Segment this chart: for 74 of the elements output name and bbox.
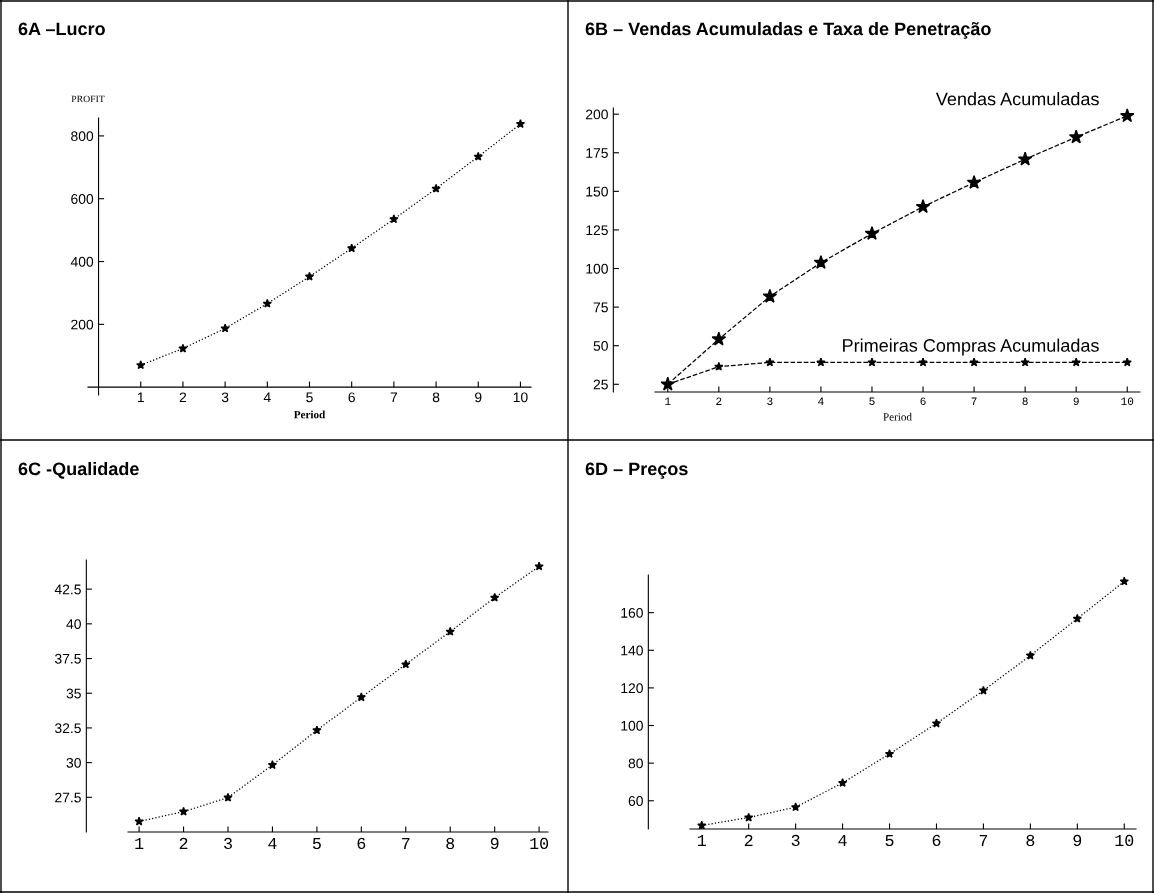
x-tick-label: 2 — [179, 392, 187, 403]
x-tick-label: 10 — [1115, 834, 1134, 847]
x-tick-label: 6 — [348, 392, 355, 403]
x-tick-label: 1 — [665, 397, 671, 405]
y-tick-label: 800 — [71, 131, 94, 142]
x-axis-title: Period — [293, 410, 326, 419]
y-tick-label: 80 — [628, 758, 643, 769]
x-tick-label: 10 — [1121, 397, 1134, 406]
y-tick-label: 75 — [593, 302, 608, 313]
y-tick-label: 32.5 — [54, 723, 81, 734]
y-tick-label: 60 — [628, 796, 643, 806]
y-tick-label: 150 — [586, 186, 608, 197]
y-axis-title: PROFIT — [71, 95, 105, 103]
x-axis-title: Period — [883, 412, 912, 421]
y-tick-label: 200 — [71, 319, 94, 330]
x-tick-label: 6 — [920, 397, 926, 406]
x-tick-label: 4 — [263, 392, 271, 403]
y-tick-label: 200 — [586, 109, 608, 120]
y-tick-label: 125 — [586, 225, 608, 236]
x-tick-label: 4 — [818, 397, 824, 405]
x-tick-label: 8 — [446, 837, 455, 850]
y-tick-label: 175 — [586, 148, 608, 158]
x-tick-label: 9 — [475, 392, 482, 403]
y-tick-label: 42.5 — [54, 584, 81, 595]
x-tick-label: 9 — [1073, 397, 1079, 406]
x-tick-label: 2 — [716, 397, 722, 405]
chart-title: 6D – Preços — [585, 462, 688, 479]
y-tick-label: 160 — [621, 607, 643, 618]
chart-title: 6A –Lucro — [18, 22, 105, 36]
x-tick-label: 2 — [744, 834, 753, 846]
y-tick-label: 50 — [593, 341, 608, 351]
x-tick-label: 8 — [432, 392, 440, 403]
x-tick-label: 7 — [402, 837, 410, 849]
y-tick-label: 140 — [621, 645, 643, 656]
x-tick-label: 2 — [179, 837, 188, 849]
y-tick-label: 30 — [66, 757, 81, 768]
y-tick-label: 120 — [621, 683, 643, 694]
series-label: Primeiras Compras Acumuladas — [843, 338, 1099, 356]
x-tick-label: 4 — [268, 837, 277, 849]
x-tick-label: 5 — [869, 397, 875, 406]
x-tick-label: 7 — [390, 392, 398, 403]
x-tick-label: 8 — [1022, 397, 1028, 406]
x-tick-label: 8 — [1026, 834, 1035, 847]
x-tick-label: 5 — [312, 837, 321, 850]
x-tick-label: 10 — [530, 837, 549, 850]
y-tick-label: 40 — [66, 619, 81, 630]
x-tick-label: 3 — [791, 834, 800, 847]
x-tick-label: 10 — [513, 392, 528, 403]
y-tick-label: 100 — [621, 720, 643, 731]
x-tick-label: 7 — [971, 397, 977, 405]
y-tick-label: 400 — [70, 256, 94, 267]
x-tick-label: 1 — [135, 837, 144, 849]
x-tick-label: 9 — [490, 837, 499, 850]
x-tick-label: 9 — [1073, 834, 1082, 847]
x-tick-label: 1 — [137, 392, 144, 403]
y-tick-label: 600 — [71, 194, 94, 204]
y-tick-label: 100 — [586, 263, 608, 274]
x-tick-label: 6 — [932, 834, 941, 847]
x-tick-label: 6 — [357, 837, 366, 850]
x-tick-label: 3 — [767, 397, 773, 406]
x-tick-label: 4 — [838, 834, 847, 846]
x-tick-label: 5 — [885, 834, 894, 847]
y-tick-label: 37.5 — [54, 653, 81, 664]
x-tick-label: 5 — [306, 392, 313, 403]
y-tick-label: 35 — [66, 688, 81, 699]
x-tick-label: 3 — [224, 837, 232, 850]
series-label: Vendas Acumuladas — [935, 92, 1099, 106]
x-tick-label: 1 — [697, 834, 706, 846]
chart-title: 6B – Vendas Acumuladas e Taxa de Penetração — [585, 22, 991, 39]
y-tick-label: 25 — [593, 379, 608, 390]
x-tick-label: 3 — [221, 392, 229, 403]
chart-title: 6C -Qualidade — [18, 462, 139, 479]
x-tick-label: 7 — [979, 834, 988, 846]
y-tick-label: 27.5 — [55, 792, 81, 803]
